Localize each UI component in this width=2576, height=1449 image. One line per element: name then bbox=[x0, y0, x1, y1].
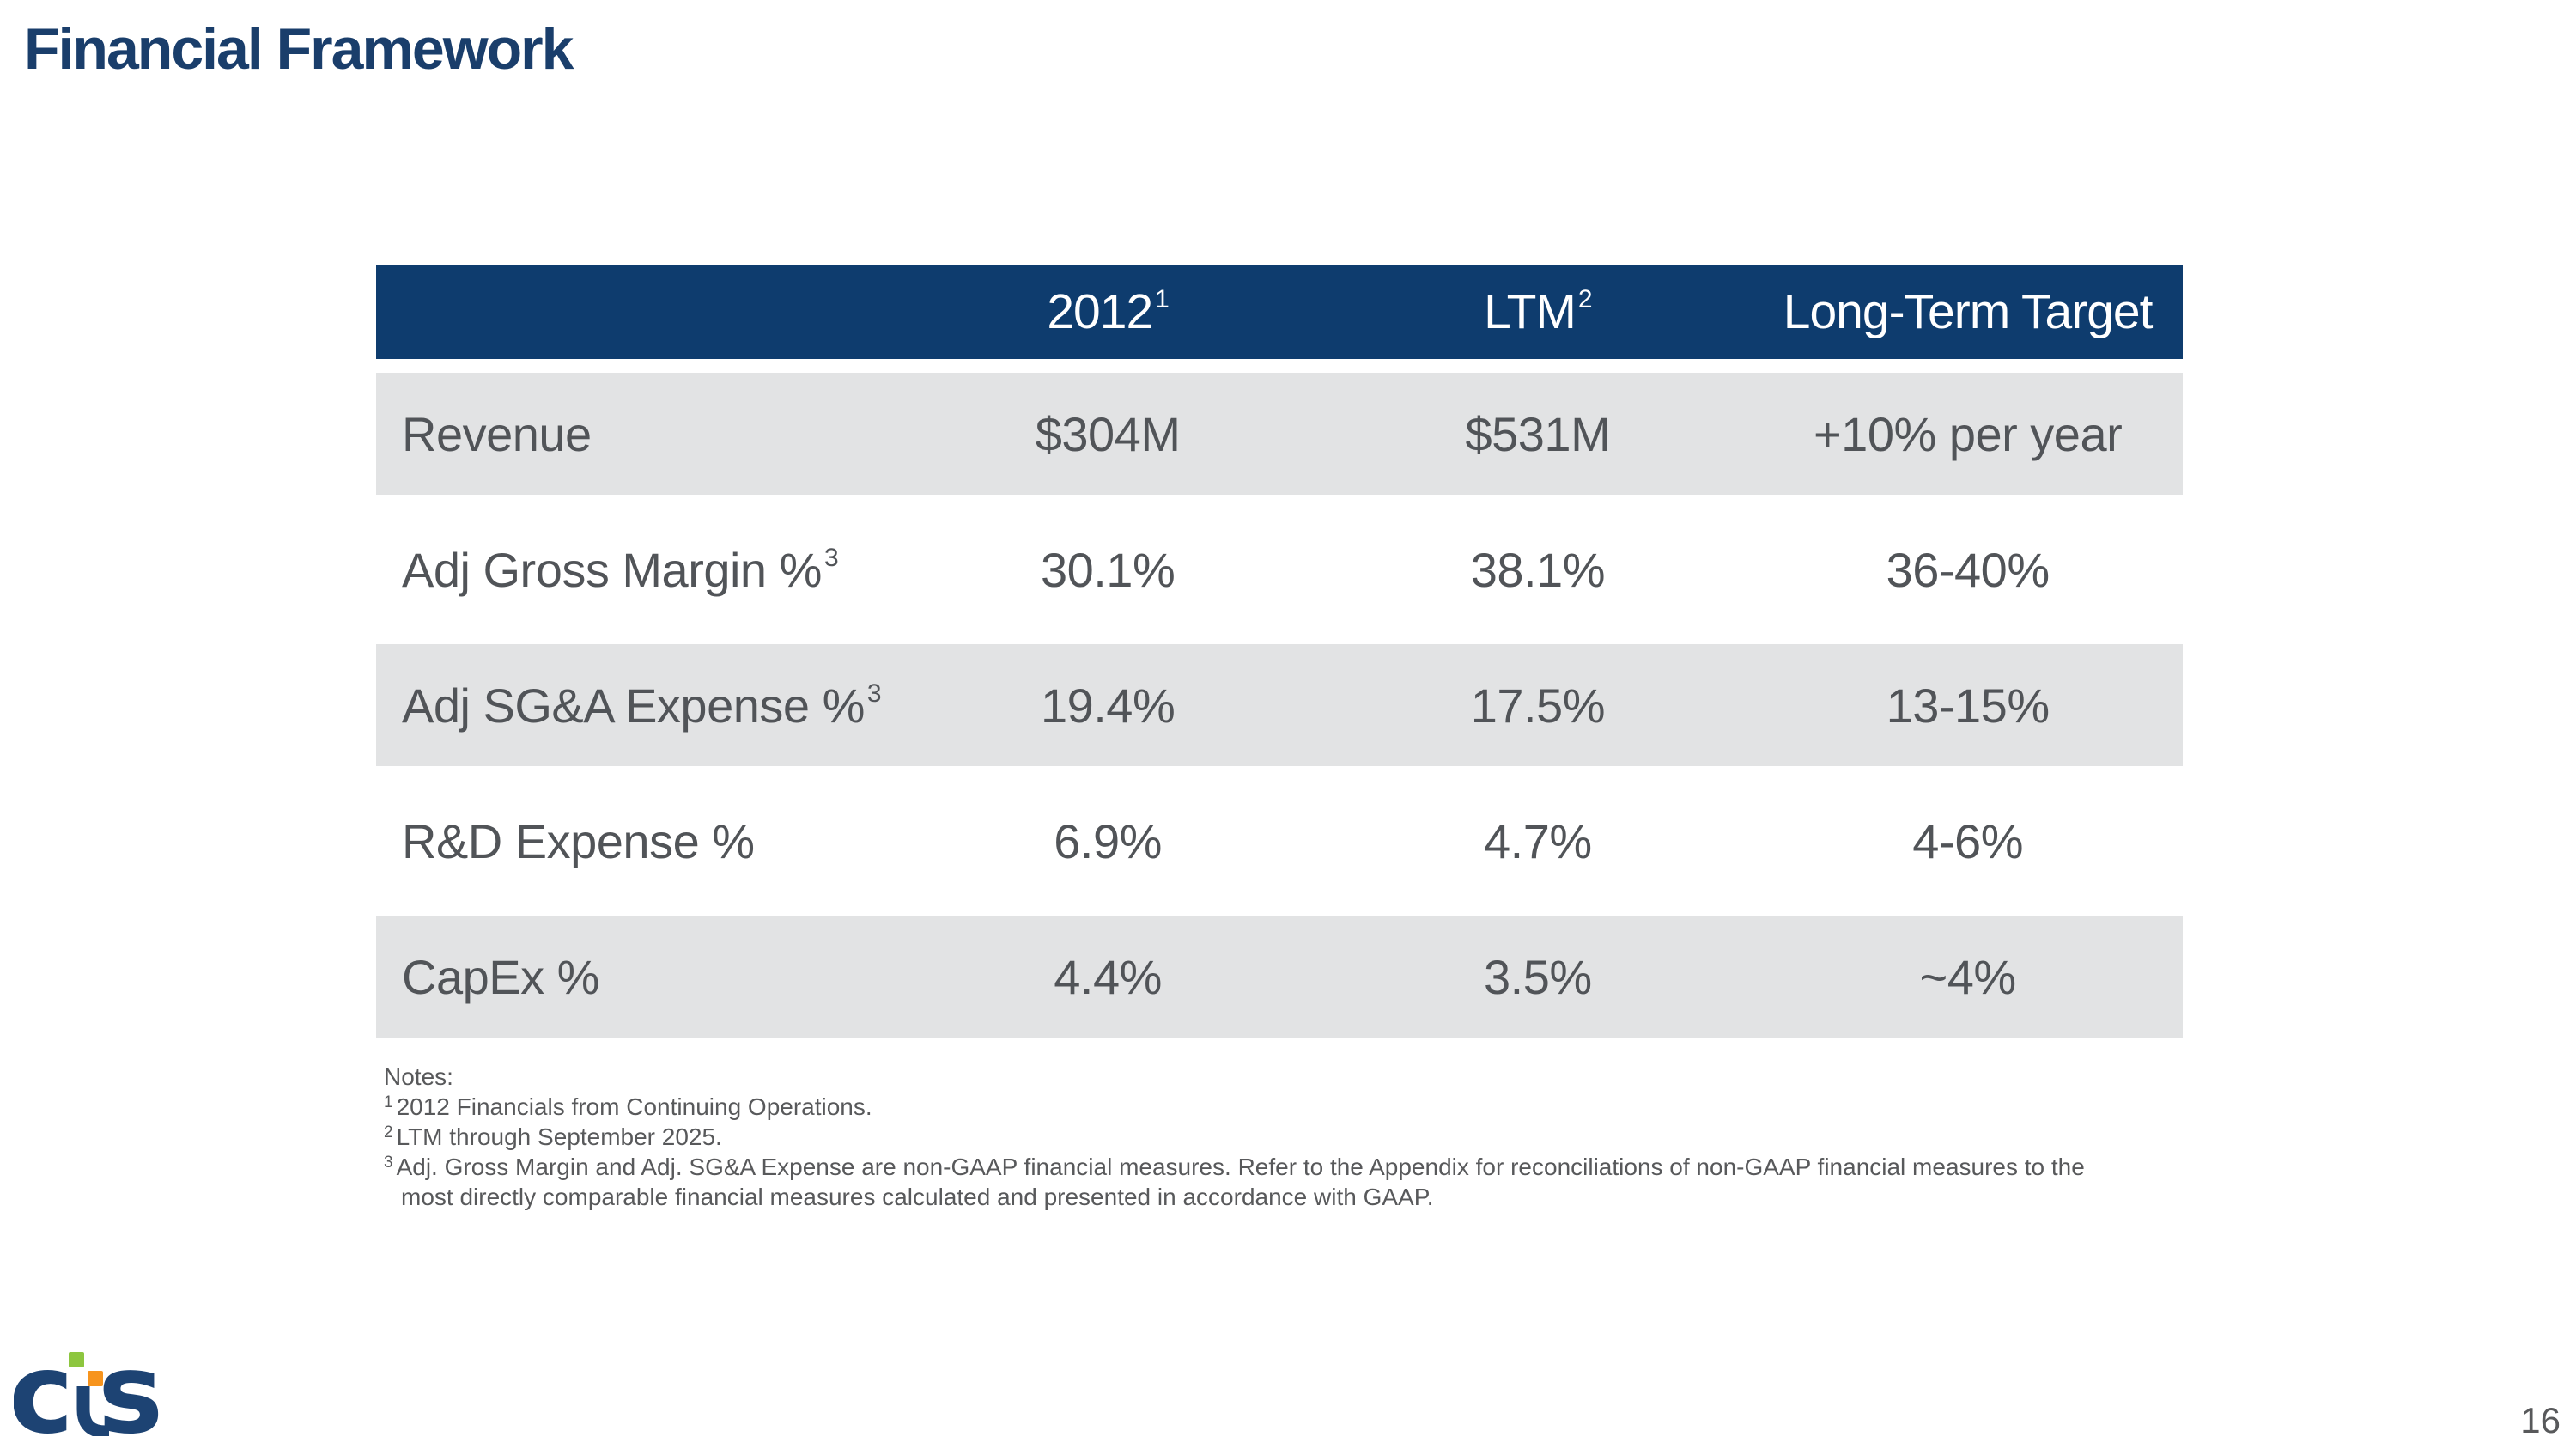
value-cell: 4.7% bbox=[1322, 773, 1753, 909]
logo-letter-s: s bbox=[98, 1349, 163, 1436]
table-row: R&D Expense % 6.9% 4.7% 4-6% bbox=[376, 773, 2183, 909]
row-label: Revenue bbox=[402, 406, 592, 461]
table-corner-cell bbox=[376, 265, 893, 366]
value-cell: 38.1% bbox=[1322, 502, 1753, 637]
footnote-marker: 3 bbox=[866, 679, 882, 708]
page-number: 16 bbox=[2520, 1400, 2561, 1440]
note-text: 2012 Financials from Continuing Operatio… bbox=[396, 1093, 872, 1120]
value-cell: 4.4% bbox=[892, 909, 1323, 1044]
logo-letter-c: c bbox=[14, 1349, 74, 1436]
table-row: Adj Gross Margin % 3 30.1% 38.1% 36-40% bbox=[376, 502, 2183, 637]
footnote-marker: 1 bbox=[384, 1093, 393, 1111]
footnote-marker: 3 bbox=[384, 1154, 393, 1172]
column-header-label: LTM bbox=[1484, 284, 1577, 339]
row-label-cell: Adj SG&A Expense % 3 bbox=[376, 637, 893, 773]
cts-logo: c s bbox=[9, 1330, 164, 1449]
row-label-cell: CapEx % bbox=[376, 909, 893, 1044]
logo-letter-t-stem bbox=[76, 1386, 109, 1439]
note-item: 3 Adj. Gross Margin and Adj. SG&A Expense… bbox=[384, 1152, 2110, 1212]
footnote-marker: 2 bbox=[384, 1123, 393, 1142]
value-cell: 3.5% bbox=[1322, 909, 1753, 1044]
column-header-label: Long-Term Target bbox=[1783, 284, 2154, 339]
value-cell: 4-6% bbox=[1753, 773, 2183, 909]
note-item: 2 LTM through September 2025. bbox=[384, 1122, 2110, 1152]
note-text: LTM through September 2025. bbox=[396, 1123, 722, 1150]
notes-section: Notes: 1 2012 Financials from Continuing … bbox=[384, 1062, 2110, 1212]
column-header: Long-Term Target bbox=[1753, 265, 2183, 366]
cts-logo-graphic: c s bbox=[9, 1330, 163, 1449]
value-cell: ~4% bbox=[1753, 909, 2183, 1044]
row-label-cell: Revenue bbox=[376, 366, 893, 502]
footnote-marker: 2 bbox=[1577, 285, 1593, 314]
value-cell: 6.9% bbox=[892, 773, 1323, 909]
value-cell: 30.1% bbox=[892, 502, 1323, 637]
table-header-row: 2012 1 LTM 2 Long-Term Target bbox=[376, 265, 2183, 366]
table-row: CapEx % 4.4% 3.5% ~4% bbox=[376, 909, 2183, 1044]
value-cell: $531M bbox=[1322, 366, 1753, 502]
table-row: Revenue $304M $531M +10% per year bbox=[376, 366, 2183, 502]
row-label: CapEx % bbox=[402, 949, 599, 1004]
row-label: Adj Gross Margin % bbox=[402, 542, 822, 597]
notes-list: 1 2012 Financials from Continuing Operati… bbox=[384, 1092, 2110, 1212]
value-cell: +10% per year bbox=[1753, 366, 2183, 502]
footnote-marker: 3 bbox=[823, 543, 839, 572]
row-label-cell: Adj Gross Margin % 3 bbox=[376, 502, 893, 637]
value-cell: 19.4% bbox=[892, 637, 1323, 773]
column-header: 2012 1 bbox=[892, 265, 1323, 366]
value-cell: 17.5% bbox=[1322, 637, 1753, 773]
value-cell: 36-40% bbox=[1753, 502, 2183, 637]
row-label: R&D Expense % bbox=[402, 813, 755, 868]
logo-orange-square bbox=[88, 1371, 103, 1386]
logo-green-square bbox=[69, 1352, 84, 1367]
value-cell: $304M bbox=[892, 366, 1323, 502]
note-text: Adj. Gross Margin and Adj. SG&A Expense … bbox=[396, 1154, 2085, 1210]
page-title: Financial Framework bbox=[24, 16, 574, 82]
table-body: Revenue $304M $531M +10% per year Adj Gross … bbox=[376, 366, 2183, 1044]
table-row: Adj SG&A Expense % 3 19.4% 17.5% 13-15% bbox=[376, 637, 2183, 773]
value-cell: 13-15% bbox=[1753, 637, 2183, 773]
row-label-cell: R&D Expense % bbox=[376, 773, 893, 909]
footnote-marker: 1 bbox=[1155, 285, 1170, 314]
row-label: Adj SG&A Expense % bbox=[402, 678, 865, 733]
notes-heading: Notes: bbox=[384, 1063, 453, 1090]
note-item: 1 2012 Financials from Continuing Operati… bbox=[384, 1092, 2110, 1122]
column-header: LTM 2 bbox=[1322, 265, 1753, 366]
column-header-label: 2012 bbox=[1047, 284, 1153, 339]
financial-framework-table: 2012 1 LTM 2 Long-Term Target Revenue $304M $5… bbox=[376, 265, 2183, 1044]
